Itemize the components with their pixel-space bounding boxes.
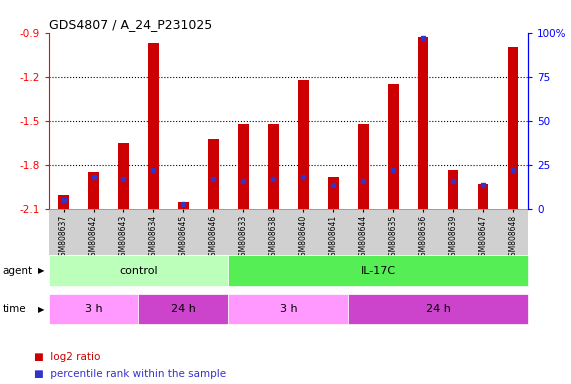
Text: ■  percentile rank within the sample: ■ percentile rank within the sample [34,369,226,379]
Bar [58,195,69,209]
Text: 24 h: 24 h [171,304,196,314]
Text: time: time [3,304,26,314]
Text: 3 h: 3 h [85,304,102,314]
Bar [148,43,159,209]
Text: ■  log2 ratio: ■ log2 ratio [34,352,100,362]
Text: control: control [119,266,158,276]
Bar [238,124,248,209]
Text: GDS4807 / A_24_P231025: GDS4807 / A_24_P231025 [49,18,212,31]
Text: 24 h: 24 h [426,304,451,314]
Bar [298,80,308,209]
Text: agent: agent [3,266,33,276]
Bar [208,139,219,209]
Bar [89,172,99,209]
Bar [358,124,368,209]
Bar [388,84,399,209]
Bar [268,124,279,209]
Text: IL-17C: IL-17C [361,266,396,276]
Bar [418,37,428,209]
Bar [328,177,339,209]
Text: ▶: ▶ [38,305,45,314]
Bar [118,143,128,209]
Text: 3 h: 3 h [280,304,297,314]
Bar [178,202,188,209]
Bar [508,47,518,209]
Bar [478,184,488,209]
Bar [448,170,459,209]
Text: ▶: ▶ [38,266,45,275]
